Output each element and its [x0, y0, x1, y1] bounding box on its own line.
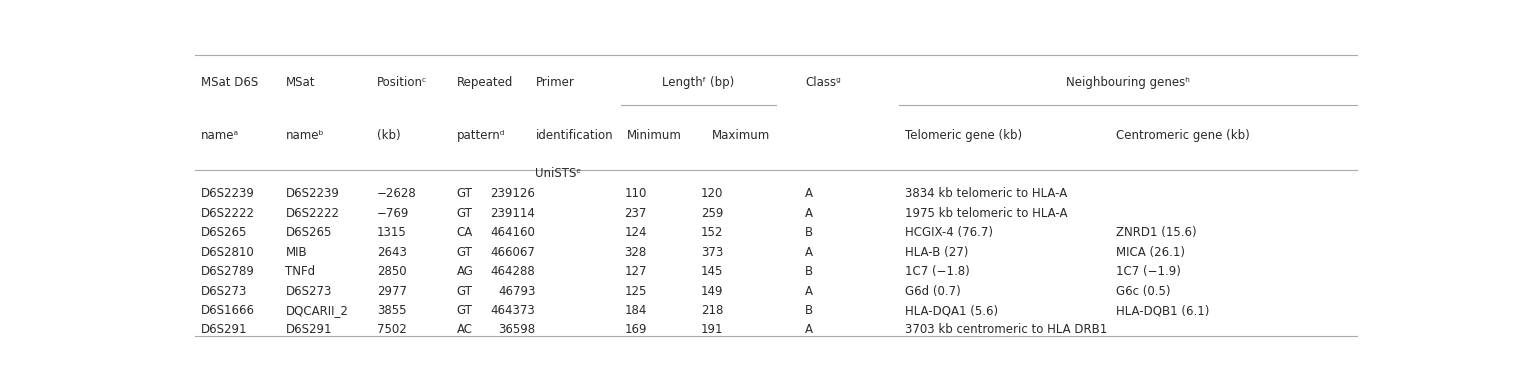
- Text: 466067: 466067: [491, 246, 536, 259]
- Text: 239114: 239114: [491, 207, 536, 220]
- Text: 237: 237: [624, 207, 646, 220]
- Text: A: A: [805, 323, 813, 336]
- Text: A: A: [805, 285, 813, 298]
- Text: 1C7 (−1.9): 1C7 (−1.9): [1116, 265, 1181, 278]
- Text: HLA-DQB1 (6.1): HLA-DQB1 (6.1): [1116, 304, 1210, 317]
- Text: 149: 149: [701, 285, 724, 298]
- Text: 36598: 36598: [498, 323, 536, 336]
- Text: Repeated: Repeated: [457, 76, 513, 89]
- Text: −769: −769: [377, 207, 409, 220]
- Text: 125: 125: [624, 285, 646, 298]
- Text: 464373: 464373: [491, 304, 536, 317]
- Text: D6S2239: D6S2239: [286, 187, 339, 200]
- Text: G6d (0.7): G6d (0.7): [905, 285, 961, 298]
- Text: Telomeric gene (kb): Telomeric gene (kb): [905, 129, 1022, 142]
- Text: 3834 kb telomeric to HLA-A: 3834 kb telomeric to HLA-A: [905, 187, 1067, 200]
- Text: GT: GT: [457, 304, 472, 317]
- Text: MSat D6S: MSat D6S: [201, 76, 259, 89]
- Text: D6S265: D6S265: [201, 226, 247, 239]
- Text: B: B: [805, 265, 813, 278]
- Text: B: B: [805, 226, 813, 239]
- Text: D6S2239: D6S2239: [201, 187, 254, 200]
- Text: Maximum: Maximum: [712, 129, 771, 142]
- Text: Classᵍ: Classᵍ: [805, 76, 842, 89]
- Text: D6S2789: D6S2789: [201, 265, 254, 278]
- Text: 1C7 (−1.8): 1C7 (−1.8): [905, 265, 970, 278]
- Text: 7502: 7502: [377, 323, 407, 336]
- Text: Centromeric gene (kb): Centromeric gene (kb): [1116, 129, 1251, 142]
- Text: HLA-DQA1 (5.6): HLA-DQA1 (5.6): [905, 304, 998, 317]
- Text: 110: 110: [624, 187, 646, 200]
- Text: D6S1666: D6S1666: [201, 304, 254, 317]
- Text: HLA-B (27): HLA-B (27): [905, 246, 969, 259]
- Text: 46793: 46793: [498, 285, 536, 298]
- Text: nameᵃ: nameᵃ: [201, 129, 239, 142]
- Text: nameᵇ: nameᵇ: [286, 129, 324, 142]
- Text: DQCARII_2: DQCARII_2: [286, 304, 348, 317]
- Text: 464160: 464160: [491, 226, 536, 239]
- Text: A: A: [805, 207, 813, 220]
- Text: HCGIX-4 (76.7): HCGIX-4 (76.7): [905, 226, 993, 239]
- Text: 124: 124: [624, 226, 646, 239]
- Text: GT: GT: [457, 187, 472, 200]
- Text: Neighbouring genesʰ: Neighbouring genesʰ: [1066, 76, 1190, 89]
- Text: 259: 259: [701, 207, 724, 220]
- Text: GT: GT: [457, 207, 472, 220]
- Text: 218: 218: [701, 304, 724, 317]
- Text: 145: 145: [701, 265, 724, 278]
- Text: 1975 kb telomeric to HLA-A: 1975 kb telomeric to HLA-A: [905, 207, 1067, 220]
- Text: MSat: MSat: [286, 76, 315, 89]
- Text: 328: 328: [625, 246, 646, 259]
- Text: D6S2222: D6S2222: [201, 207, 254, 220]
- Text: identification: identification: [536, 129, 613, 142]
- Text: D6S265: D6S265: [286, 226, 332, 239]
- Text: CA: CA: [457, 226, 472, 239]
- Text: 3703 kb centromeric to HLA DRB1: 3703 kb centromeric to HLA DRB1: [905, 323, 1107, 336]
- Text: Positionᶜ: Positionᶜ: [377, 76, 427, 89]
- Text: Minimum: Minimum: [627, 129, 681, 142]
- Text: 2977: 2977: [377, 285, 407, 298]
- Text: GT: GT: [457, 246, 472, 259]
- Text: 464288: 464288: [491, 265, 536, 278]
- Text: Primer: Primer: [536, 76, 574, 89]
- Text: UniSTSᵉ: UniSTSᵉ: [536, 167, 581, 180]
- Text: D6S273: D6S273: [201, 285, 247, 298]
- Text: 184: 184: [624, 304, 646, 317]
- Text: D6S2222: D6S2222: [286, 207, 339, 220]
- Text: AC: AC: [457, 323, 472, 336]
- Text: D6S273: D6S273: [286, 285, 332, 298]
- Text: G6c (0.5): G6c (0.5): [1116, 285, 1170, 298]
- Text: 127: 127: [624, 265, 646, 278]
- Text: B: B: [805, 304, 813, 317]
- Text: AG: AG: [457, 265, 474, 278]
- Text: 152: 152: [701, 226, 724, 239]
- Text: MIB: MIB: [286, 246, 307, 259]
- Text: ZNRD1 (15.6): ZNRD1 (15.6): [1116, 226, 1198, 239]
- Text: Lengthᶠ (bp): Lengthᶠ (bp): [662, 76, 734, 89]
- Text: 120: 120: [701, 187, 724, 200]
- Text: TNFd: TNFd: [286, 265, 315, 278]
- Text: 2850: 2850: [377, 265, 407, 278]
- Text: A: A: [805, 246, 813, 259]
- Text: MICA (26.1): MICA (26.1): [1116, 246, 1185, 259]
- Text: 239126: 239126: [491, 187, 536, 200]
- Text: −2628: −2628: [377, 187, 416, 200]
- Text: 169: 169: [624, 323, 646, 336]
- Text: (kb): (kb): [377, 129, 401, 142]
- Text: 1315: 1315: [377, 226, 407, 239]
- Text: D6S291: D6S291: [201, 323, 247, 336]
- Text: patternᵈ: patternᵈ: [457, 129, 506, 142]
- Text: A: A: [805, 187, 813, 200]
- Text: D6S291: D6S291: [286, 323, 332, 336]
- Text: 191: 191: [701, 323, 724, 336]
- Text: GT: GT: [457, 285, 472, 298]
- Text: 373: 373: [701, 246, 724, 259]
- Text: D6S2810: D6S2810: [201, 246, 254, 259]
- Text: 2643: 2643: [377, 246, 407, 259]
- Text: 3855: 3855: [377, 304, 406, 317]
